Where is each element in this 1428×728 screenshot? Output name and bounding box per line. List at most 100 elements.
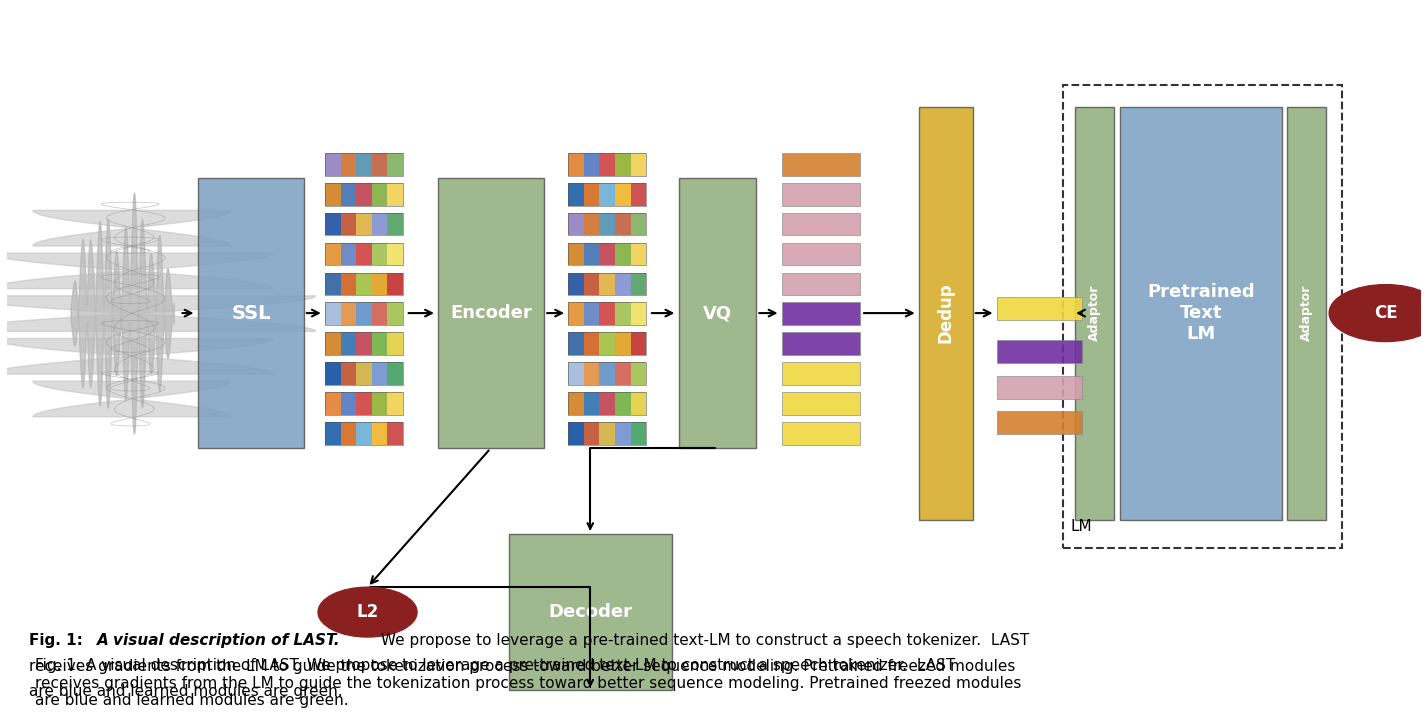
Bar	[356, 332, 371, 355]
Bar	[387, 302, 403, 325]
FancyBboxPatch shape	[678, 178, 757, 448]
Bar	[387, 213, 403, 235]
Bar	[568, 242, 645, 266]
Bar	[341, 363, 356, 385]
Bar	[584, 183, 600, 205]
Bar	[387, 153, 403, 175]
Text: Pretrained
Text
LM: Pretrained Text LM	[1147, 283, 1255, 343]
Bar	[568, 363, 645, 385]
Bar	[326, 183, 341, 205]
Circle shape	[1329, 285, 1428, 341]
Bar	[615, 392, 631, 415]
Bar	[387, 332, 403, 355]
Bar	[584, 332, 600, 355]
Bar	[326, 422, 403, 445]
FancyBboxPatch shape	[1075, 106, 1114, 520]
Bar	[568, 183, 584, 205]
FancyBboxPatch shape	[198, 178, 304, 448]
FancyBboxPatch shape	[783, 422, 860, 445]
Bar	[341, 332, 356, 355]
Bar	[326, 363, 403, 385]
Bar	[615, 213, 631, 235]
Text: Fig. 1:: Fig. 1:	[29, 633, 87, 649]
Bar	[326, 363, 341, 385]
Text: LM: LM	[1071, 519, 1092, 534]
Bar	[615, 422, 631, 445]
Bar	[356, 183, 371, 205]
Bar	[387, 183, 403, 205]
Bar	[341, 183, 356, 205]
Bar	[631, 332, 645, 355]
FancyBboxPatch shape	[783, 302, 860, 325]
FancyBboxPatch shape	[997, 376, 1081, 398]
FancyBboxPatch shape	[508, 534, 671, 690]
FancyBboxPatch shape	[783, 272, 860, 296]
Bar	[568, 272, 645, 296]
Bar	[600, 153, 615, 175]
Bar	[356, 213, 371, 235]
Bar	[615, 272, 631, 296]
Bar	[600, 183, 615, 205]
Bar	[387, 422, 403, 445]
Bar	[600, 272, 615, 296]
Bar	[568, 332, 584, 355]
Bar	[371, 422, 387, 445]
FancyBboxPatch shape	[783, 363, 860, 385]
Bar	[356, 242, 371, 266]
Text: Adaptor: Adaptor	[1088, 285, 1101, 341]
Bar	[584, 302, 600, 325]
Bar	[356, 363, 371, 385]
FancyBboxPatch shape	[1287, 106, 1327, 520]
Bar	[371, 392, 387, 415]
Text: receives gradients from the LM to guide the tokenization process toward better s: receives gradients from the LM to guide …	[29, 659, 1015, 674]
Text: L2: L2	[357, 603, 378, 621]
Bar	[631, 183, 645, 205]
FancyBboxPatch shape	[783, 332, 860, 355]
Bar	[371, 242, 387, 266]
Bar	[371, 332, 387, 355]
Bar	[326, 242, 341, 266]
Bar	[584, 213, 600, 235]
Text: A visual description of LAST.: A visual description of LAST.	[97, 633, 341, 649]
Bar	[631, 422, 645, 445]
Bar	[326, 183, 403, 205]
Bar	[600, 213, 615, 235]
Bar	[568, 332, 645, 355]
Bar	[568, 153, 584, 175]
Bar	[387, 392, 403, 415]
Bar	[326, 242, 403, 266]
Bar	[326, 213, 403, 235]
Bar	[615, 332, 631, 355]
Bar	[356, 422, 371, 445]
Bar	[600, 422, 615, 445]
FancyBboxPatch shape	[997, 411, 1081, 434]
Text: Dedup: Dedup	[937, 282, 955, 344]
Bar	[326, 332, 403, 355]
Bar	[584, 153, 600, 175]
Circle shape	[318, 587, 417, 637]
Text: Decoder: Decoder	[548, 603, 633, 621]
Bar	[631, 392, 645, 415]
FancyBboxPatch shape	[920, 106, 972, 520]
Bar	[615, 153, 631, 175]
Bar	[584, 422, 600, 445]
FancyBboxPatch shape	[1120, 106, 1282, 520]
Bar	[584, 272, 600, 296]
FancyBboxPatch shape	[783, 242, 860, 266]
Bar	[600, 332, 615, 355]
Bar	[615, 363, 631, 385]
Bar	[600, 363, 615, 385]
Text: are blue and learned modules are green.: are blue and learned modules are green.	[29, 684, 343, 700]
Bar	[326, 272, 403, 296]
Bar	[631, 213, 645, 235]
Bar	[568, 422, 584, 445]
Bar	[600, 302, 615, 325]
Text: VQ: VQ	[703, 304, 733, 322]
FancyBboxPatch shape	[997, 298, 1081, 320]
Bar	[371, 183, 387, 205]
Bar	[615, 183, 631, 205]
Bar	[326, 302, 403, 325]
Bar	[631, 272, 645, 296]
FancyBboxPatch shape	[997, 340, 1081, 363]
Bar	[341, 153, 356, 175]
